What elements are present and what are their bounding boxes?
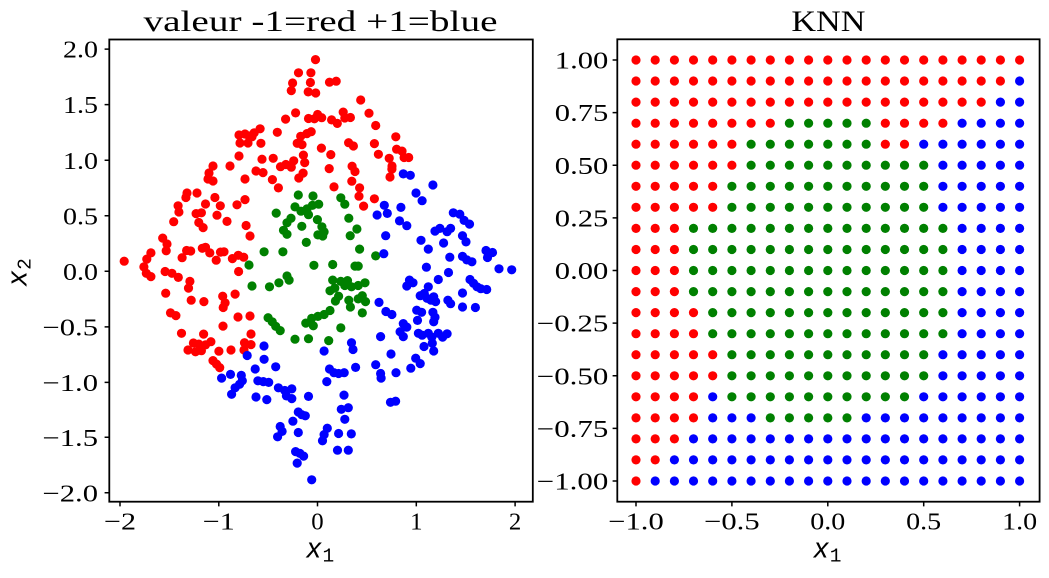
svg-text:0.0: 0.0 [63,259,98,286]
svg-text:0.5: 0.5 [63,203,98,230]
svg-text:−1.0: −1.0 [43,370,99,397]
svg-text:valeur -1=red +1=blue: valeur -1=red +1=blue [144,6,498,38]
svg-text:0.0: 0.0 [810,509,845,536]
svg-text:−2.0: −2.0 [43,480,99,507]
svg-text:−0.5: −0.5 [43,315,99,342]
svg-text:0.75: 0.75 [555,100,609,127]
svg-text:0: 0 [311,509,323,536]
svg-text:1: 1 [410,509,422,536]
svg-text:1.0: 1.0 [63,148,98,175]
svg-text:x2: x2 [1,258,36,287]
svg-text:2: 2 [509,509,521,536]
svg-text:−0.25: −0.25 [537,311,609,338]
svg-text:−0.5: −0.5 [704,509,760,536]
svg-text:−0.75: −0.75 [537,416,609,443]
svg-text:−2: −2 [104,509,136,536]
svg-text:−1.00: −1.00 [537,469,609,496]
svg-text:2.0: 2.0 [63,37,98,64]
svg-text:0.50: 0.50 [555,153,609,180]
svg-text:1.0: 1.0 [1002,509,1037,536]
svg-text:0.00: 0.00 [555,258,609,285]
svg-text:−0.50: −0.50 [537,363,609,390]
svg-text:0.25: 0.25 [555,206,609,233]
svg-text:−1.5: −1.5 [43,425,99,452]
svg-text:−1.0: −1.0 [608,509,664,536]
svg-text:−1: −1 [203,509,235,536]
svg-text:1.5: 1.5 [63,92,98,119]
svg-text:0.5: 0.5 [906,509,941,536]
svg-text:KNN: KNN [791,6,865,38]
svg-text:1.00: 1.00 [555,48,609,75]
